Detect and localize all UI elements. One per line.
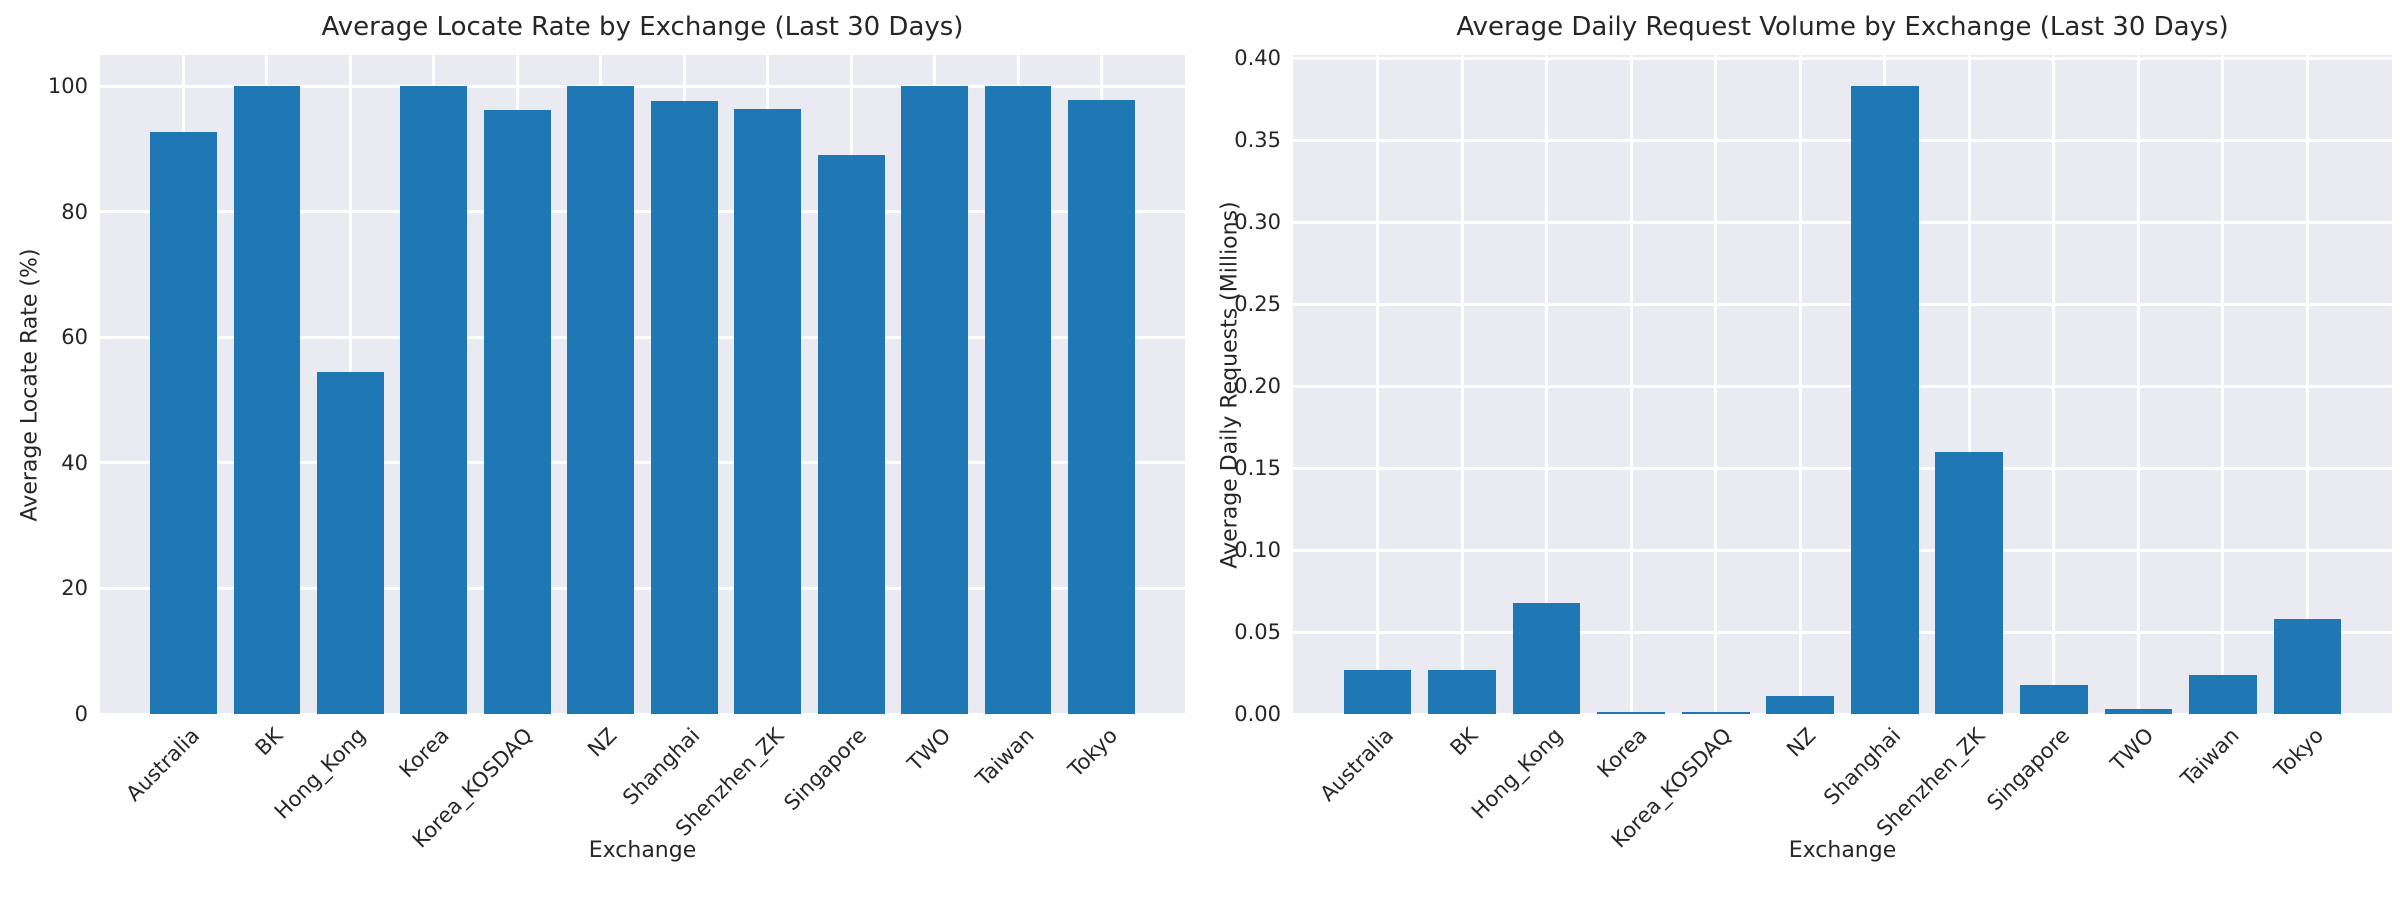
gridline-horizontal — [1293, 466, 2392, 470]
bar-Shenzhen_ZK — [1935, 451, 2004, 714]
y-tick-label: 100 — [47, 74, 88, 99]
gridline-vertical — [1376, 55, 1380, 714]
gridline-horizontal — [100, 586, 1185, 590]
gridline-vertical — [2305, 55, 2309, 714]
x-tick-label: Hong_Kong — [1466, 723, 1567, 824]
x-tick-label: BK — [1445, 723, 1483, 761]
x-tick-label: Australia — [121, 723, 204, 806]
bar-Korea_KOSDAQ — [1681, 712, 1750, 714]
y-axis-label: Average Locate Rate (%) — [17, 248, 43, 521]
bar-Korea_KOSDAQ — [483, 110, 551, 714]
request-volume-chart: Average Daily Request Volume by Exchange… — [1200, 0, 2400, 900]
y-tick-label: 60 — [61, 325, 88, 350]
bar-Tokyo — [2273, 618, 2342, 714]
bar-TWO — [2104, 709, 2173, 714]
bar-BK — [233, 86, 301, 714]
bar-Singapore — [817, 154, 885, 714]
chart-title: Average Daily Request Volume by Exchange… — [1456, 12, 2229, 42]
bar-Tokyo — [1068, 100, 1135, 714]
x-tick-label: Singapore — [779, 723, 872, 816]
x-axis-label: Exchange — [1788, 838, 1897, 863]
x-axis-label: Exchange — [588, 838, 697, 863]
gridline-vertical — [1714, 55, 1718, 714]
x-tick-label: NZ — [1782, 723, 1821, 762]
gridline-horizontal — [1293, 138, 2392, 142]
y-tick-label: 0 — [74, 702, 88, 726]
x-tick-label: Korea — [395, 723, 455, 783]
x-tick-label: Australia — [1315, 723, 1398, 806]
gridline-horizontal — [1293, 56, 2392, 60]
bar-Korea — [1597, 712, 1665, 714]
bar-Hong_Kong — [317, 371, 384, 714]
gridline-horizontal — [100, 335, 1185, 339]
x-tick-label: Singapore — [1982, 723, 2075, 816]
gridline-horizontal — [1293, 220, 2392, 224]
gridline-horizontal — [1293, 548, 2392, 552]
locate-rate-chart: Average Locate Rate by Exchange (Last 30… — [17, 12, 1185, 863]
x-tick-label: Korea — [1592, 723, 1652, 783]
gridline-horizontal — [1293, 384, 2392, 388]
y-tick-label: 0.15 — [1234, 456, 1281, 481]
gridline-vertical — [2136, 55, 2140, 714]
x-tick-label: TWO — [902, 723, 955, 776]
bar-Shanghai — [1850, 86, 1919, 714]
x-tick-label: NZ — [582, 723, 622, 762]
y-tick-label: 20 — [61, 576, 88, 601]
bar-BK — [1428, 669, 1496, 714]
bar-NZ — [1766, 695, 1835, 714]
y-tick-label: 0.20 — [1234, 374, 1281, 399]
x-tick-label: Tokyo — [1063, 723, 1122, 782]
gridline-vertical — [1798, 55, 1802, 714]
gridline-horizontal — [100, 712, 1185, 716]
chart-title: Average Locate Rate by Exchange (Last 30… — [321, 12, 964, 42]
bar-Hong_Kong — [1512, 602, 1581, 714]
bar-Korea — [400, 86, 468, 714]
gridline-vertical — [1460, 55, 1464, 714]
gridline-horizontal — [1293, 630, 2392, 634]
y-tick-label: 0.30 — [1234, 210, 1281, 235]
y-tick-label: 0.10 — [1234, 538, 1281, 563]
y-tick-label: 40 — [61, 450, 88, 475]
gridline-horizontal — [100, 84, 1185, 88]
bar-NZ — [567, 86, 635, 714]
x-tick-label: Tokyo — [2269, 723, 2328, 782]
plot-area — [100, 55, 1185, 716]
x-tick-label: TWO — [2106, 723, 2159, 776]
bar-Shenzhen_ZK — [734, 108, 802, 714]
x-tick-label: Taiwan — [970, 723, 1039, 791]
bar-TWO — [901, 86, 968, 714]
gridline-horizontal — [100, 210, 1185, 214]
bar-Australia — [1343, 669, 1412, 714]
y-tick-label: 0.00 — [1234, 702, 1281, 726]
x-tick-label: Taiwan — [2175, 723, 2244, 791]
gridline-horizontal — [1293, 302, 2392, 306]
plot-area — [1293, 55, 2392, 716]
x-tick-label: Shanghai — [1818, 723, 1906, 810]
gridline-vertical — [1967, 55, 1971, 714]
gridline-vertical — [1629, 55, 1633, 714]
bar-Shanghai — [650, 100, 718, 714]
y-tick-label: 0.25 — [1234, 292, 1281, 317]
y-tick-label: 0.40 — [1234, 46, 1281, 71]
gridline-vertical — [2221, 55, 2225, 714]
x-tick-label: BK — [250, 723, 288, 761]
gridline-horizontal — [1293, 712, 2392, 716]
y-tick-label: 80 — [61, 199, 88, 224]
bar-Taiwan — [984, 86, 1052, 714]
gridline-vertical — [1545, 55, 1549, 714]
bar-Taiwan — [2189, 674, 2257, 714]
bar-Australia — [150, 132, 217, 714]
y-tick-label: 0.05 — [1234, 620, 1281, 645]
gridline-horizontal — [100, 461, 1185, 465]
bar-Singapore — [2020, 684, 2088, 714]
x-tick-label: Shanghai — [618, 723, 705, 810]
gridline-vertical — [2052, 55, 2056, 714]
y-tick-label: 0.35 — [1234, 128, 1281, 153]
